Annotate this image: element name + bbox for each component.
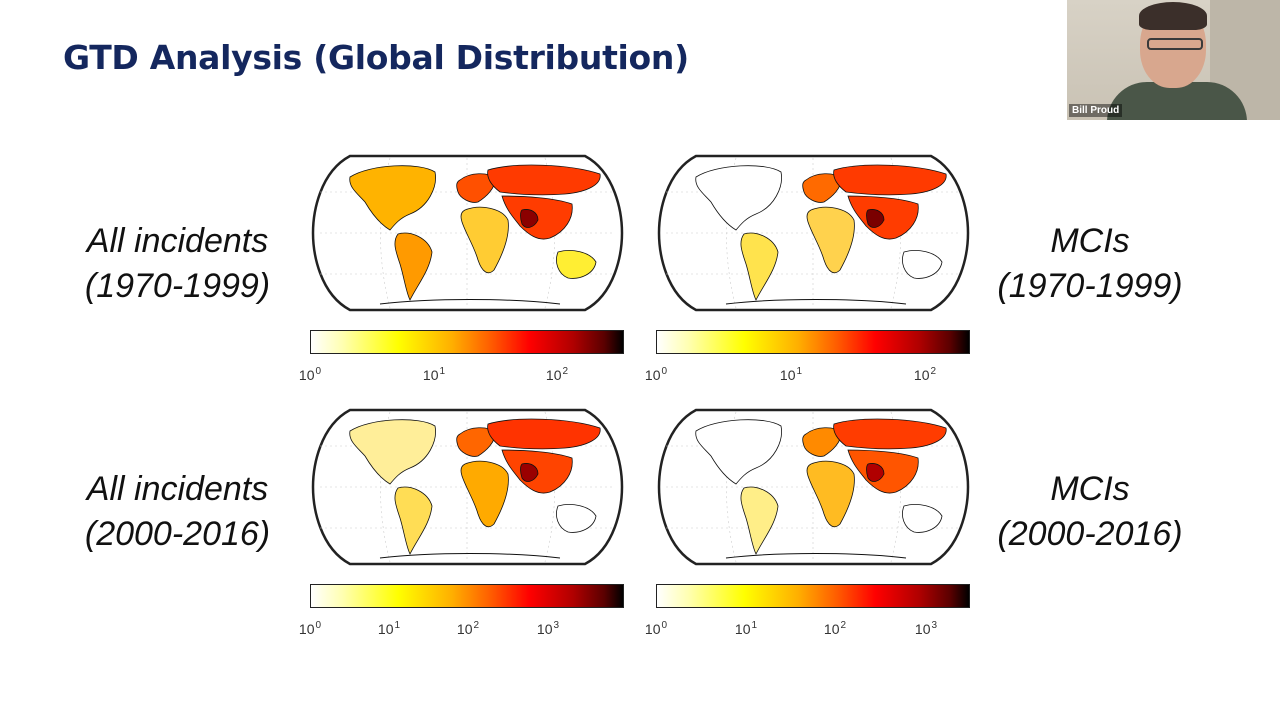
region-sa [740,232,779,301]
row-label-line: (1970-1999) [997,267,1183,305]
row-label-line: MCIs [1050,470,1130,508]
region-au [902,504,943,533]
row-label-line: All incidents [86,470,269,508]
region-hot [866,463,885,482]
colorbar-tick-label: 101 [377,620,401,637]
row-label-line: (2000-2016) [997,515,1183,553]
region-af [460,206,509,274]
region-ru [487,164,601,196]
colorbar-tick-label: 101 [779,366,803,383]
world-map-all-1970 [311,154,624,312]
colorbar [310,330,624,354]
region-hot [520,463,539,482]
row-label-line: All incidents [86,222,269,260]
region-hot [520,209,539,228]
colorbar [310,584,624,608]
colorbar-tick-label: 100 [298,366,322,383]
participant-body [1107,82,1247,120]
row-label-line: MCIs [1050,222,1130,260]
colorbar-tick-label: 101 [422,366,446,383]
region-sa [394,486,433,555]
region-antarctica [379,299,561,305]
region-na [695,419,782,485]
graticule-line [726,157,737,309]
region-eu [802,173,842,203]
row-label-all-2000: All incidents (2000-2016) [60,467,295,557]
region-antarctica [725,299,907,305]
region-au [902,250,943,279]
region-na [349,419,436,485]
participant-video-tile[interactable]: Bill Proud [1067,0,1280,120]
region-eu [456,173,496,203]
colorbar-tick-label: 102 [913,366,937,383]
region-na [695,165,782,231]
world-map-all-2000 [311,408,624,566]
colorbar-tick-label: 103 [914,620,938,637]
row-label-line: (2000-2016) [84,515,271,553]
colorbar-tick-label: 102 [823,620,847,637]
region-antarctica [725,553,907,559]
slide-title: GTD Analysis (Global Distribution) [63,38,689,77]
region-sa [394,232,433,301]
region-ru [833,164,947,196]
colorbar [656,584,970,608]
participant-hair [1139,2,1207,30]
row-label-mci-2000: MCIs (2000-2016) [980,467,1200,557]
region-hot [866,209,885,228]
colorbar-tick-label: 100 [644,366,668,383]
row-label-line: (1970-1999) [84,267,271,305]
region-na [349,165,436,231]
graticule-line [380,411,391,563]
colorbar-tick-label: 103 [536,620,560,637]
participant-glasses [1147,38,1203,50]
region-ru [487,418,601,450]
colorbar-tick-label: 100 [644,620,668,637]
region-eu [802,427,842,457]
colorbar-tick-label: 102 [456,620,480,637]
row-label-all-1970: All incidents (1970-1999) [60,219,295,309]
colorbar-tick-label: 101 [734,620,758,637]
graticule-line [380,157,391,309]
region-au [556,504,597,533]
row-label-mci-1970: MCIs (1970-1999) [980,219,1200,309]
region-af [806,206,855,274]
world-map-mci-1970 [657,154,970,312]
region-af [460,460,509,528]
region-au [556,250,597,279]
region-eu [456,427,496,457]
region-antarctica [379,553,561,559]
participant-name-label: Bill Proud [1069,104,1123,117]
region-sa [740,486,779,555]
graticule-line [726,411,737,563]
colorbar [656,330,970,354]
world-map-mci-2000 [657,408,970,566]
region-af [806,460,855,528]
region-ru [833,418,947,450]
colorbar-tick-label: 102 [545,366,569,383]
colorbar-tick-label: 100 [298,620,322,637]
